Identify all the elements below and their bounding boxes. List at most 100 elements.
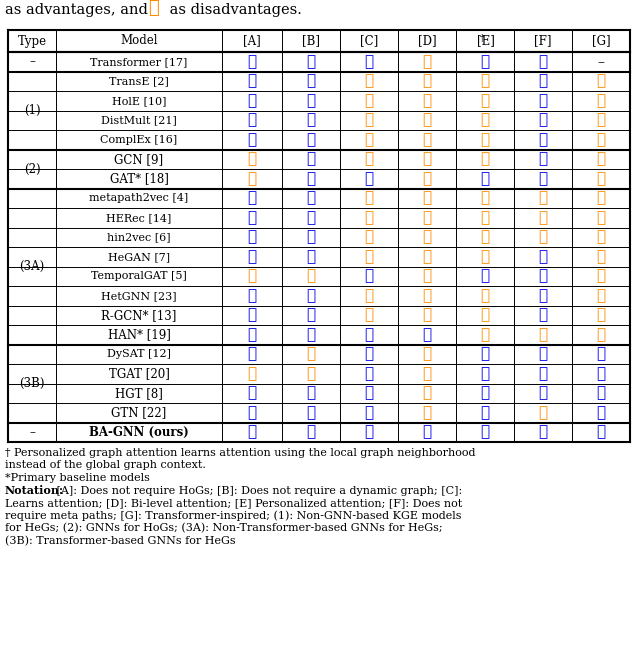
Text: ✘: ✘: [307, 269, 316, 283]
Text: ✘: ✘: [596, 230, 605, 244]
Text: R-GCN* [13]: R-GCN* [13]: [101, 308, 177, 322]
Text: ✘: ✘: [248, 367, 257, 381]
Text: ✓: ✓: [248, 133, 257, 147]
Text: ✓: ✓: [248, 230, 257, 244]
Text: ✓: ✓: [248, 94, 257, 108]
Text: ✘: ✘: [364, 133, 374, 147]
Text: ✘: ✘: [481, 191, 490, 205]
Text: GTN [22]: GTN [22]: [111, 406, 166, 419]
Text: ✘: ✘: [422, 191, 431, 205]
Text: [B]: [B]: [302, 34, 320, 48]
Text: ✓: ✓: [538, 133, 548, 147]
Text: ✓: ✓: [364, 367, 374, 381]
Text: ✓: ✓: [248, 55, 257, 69]
Text: ✓: ✓: [307, 230, 316, 244]
Text: (3B): Transformer-based GNNs for HeGs: (3B): Transformer-based GNNs for HeGs: [5, 536, 236, 545]
Text: ✘: ✘: [364, 308, 374, 322]
Text: ✓: ✓: [248, 113, 257, 127]
Text: BA-GNN (ours): BA-GNN (ours): [89, 426, 189, 439]
Text: ✓: ✓: [307, 191, 316, 205]
Text: ✘: ✘: [596, 94, 605, 108]
Text: ✘: ✘: [364, 113, 374, 127]
Text: ✘: ✘: [596, 308, 605, 322]
Text: ✘: ✘: [481, 250, 490, 263]
Text: ✓: ✓: [248, 386, 257, 401]
Text: HGT [8]: HGT [8]: [115, 387, 163, 400]
Text: HERec [14]: HERec [14]: [106, 213, 172, 222]
Text: ✓: ✓: [307, 74, 316, 88]
Text: †: †: [480, 34, 484, 42]
Text: ✘: ✘: [422, 74, 431, 88]
Text: ✓: ✓: [481, 55, 490, 69]
Text: instead of the global graph context.: instead of the global graph context.: [5, 461, 206, 471]
Text: ✘: ✘: [364, 94, 374, 108]
Text: ✘: ✘: [364, 250, 374, 263]
Text: ✓: ✓: [248, 348, 257, 361]
Text: [C]: [C]: [360, 34, 378, 48]
Text: ✘: ✘: [248, 171, 257, 186]
Text: ✘: ✘: [422, 250, 431, 263]
Text: ✘: ✘: [364, 289, 374, 303]
Text: ✓: ✓: [307, 152, 316, 166]
Text: GCN [9]: GCN [9]: [115, 153, 164, 166]
Text: ✓: ✓: [481, 386, 490, 401]
Text: HetGNN [23]: HetGNN [23]: [101, 291, 177, 301]
Text: ✓: ✓: [307, 308, 316, 322]
Text: ✘: ✘: [596, 171, 605, 186]
Text: ✘: ✘: [596, 269, 605, 283]
Text: ✓: ✓: [538, 94, 548, 108]
Text: ✓: ✓: [481, 367, 490, 381]
Text: ✘: ✘: [364, 230, 374, 244]
Text: ✘: ✘: [364, 152, 374, 166]
Text: ✘: ✘: [422, 55, 431, 69]
Text: for HeGs; (2): GNNs for HoGs; (3A): Non-Transformer-based GNNs for HeGs;: for HeGs; (2): GNNs for HoGs; (3A): Non-…: [5, 523, 443, 534]
Text: (2): (2): [24, 162, 40, 175]
Text: ✓: ✓: [422, 328, 431, 342]
Text: (3A): (3A): [19, 260, 45, 273]
Text: ✓: ✓: [364, 348, 374, 361]
Text: Notation:: Notation:: [5, 485, 64, 496]
Text: ✘: ✘: [481, 74, 490, 88]
Text: ✘: ✘: [481, 308, 490, 322]
Text: ✓: ✓: [364, 386, 374, 401]
Text: ✘: ✘: [307, 367, 316, 381]
Text: ✓: ✓: [364, 269, 374, 283]
Text: ✓: ✓: [307, 55, 316, 69]
Text: ✘: ✘: [481, 289, 490, 303]
Text: ✘: ✘: [538, 191, 548, 205]
Text: ✘: ✘: [422, 367, 431, 381]
Text: ✓: ✓: [307, 328, 316, 342]
Text: ✓: ✓: [307, 133, 316, 147]
Text: ✓: ✓: [307, 171, 316, 186]
Text: ✘: ✘: [364, 74, 374, 88]
Text: ✘: ✘: [481, 211, 490, 225]
Text: ✘: ✘: [481, 133, 490, 147]
Text: ✘: ✘: [422, 289, 431, 303]
Text: TGAT [20]: TGAT [20]: [109, 367, 170, 380]
Text: *Primary baseline models: *Primary baseline models: [5, 473, 150, 483]
Text: ComplEx [16]: ComplEx [16]: [100, 135, 178, 145]
Text: as advantages, and: as advantages, and: [5, 3, 152, 17]
Text: ✘: ✘: [422, 152, 431, 166]
Text: ✘: ✘: [596, 250, 605, 263]
Text: GAT* [18]: GAT* [18]: [109, 172, 168, 185]
Text: ✓: ✓: [538, 171, 548, 186]
Text: ✓: ✓: [307, 386, 316, 401]
Text: [A]: [A]: [243, 34, 261, 48]
Text: ✓: ✓: [538, 152, 548, 166]
Text: ✓: ✓: [481, 406, 490, 420]
Text: ✓: ✓: [248, 211, 257, 225]
Text: ✓: ✓: [538, 250, 548, 263]
Text: [E]: [E]: [477, 34, 495, 48]
Text: ✘: ✘: [248, 152, 257, 166]
Text: ✘: ✘: [596, 113, 605, 127]
Text: hin2vec [6]: hin2vec [6]: [107, 232, 171, 242]
Text: ✓: ✓: [596, 406, 605, 420]
Text: ✓: ✓: [538, 269, 548, 283]
Text: ✘: ✘: [422, 386, 431, 401]
Text: ✘: ✘: [307, 348, 316, 361]
Text: ✘: ✘: [422, 171, 431, 186]
Text: ✘: ✘: [481, 328, 490, 342]
Text: ✓: ✓: [248, 289, 257, 303]
Text: ✓: ✓: [481, 171, 490, 186]
